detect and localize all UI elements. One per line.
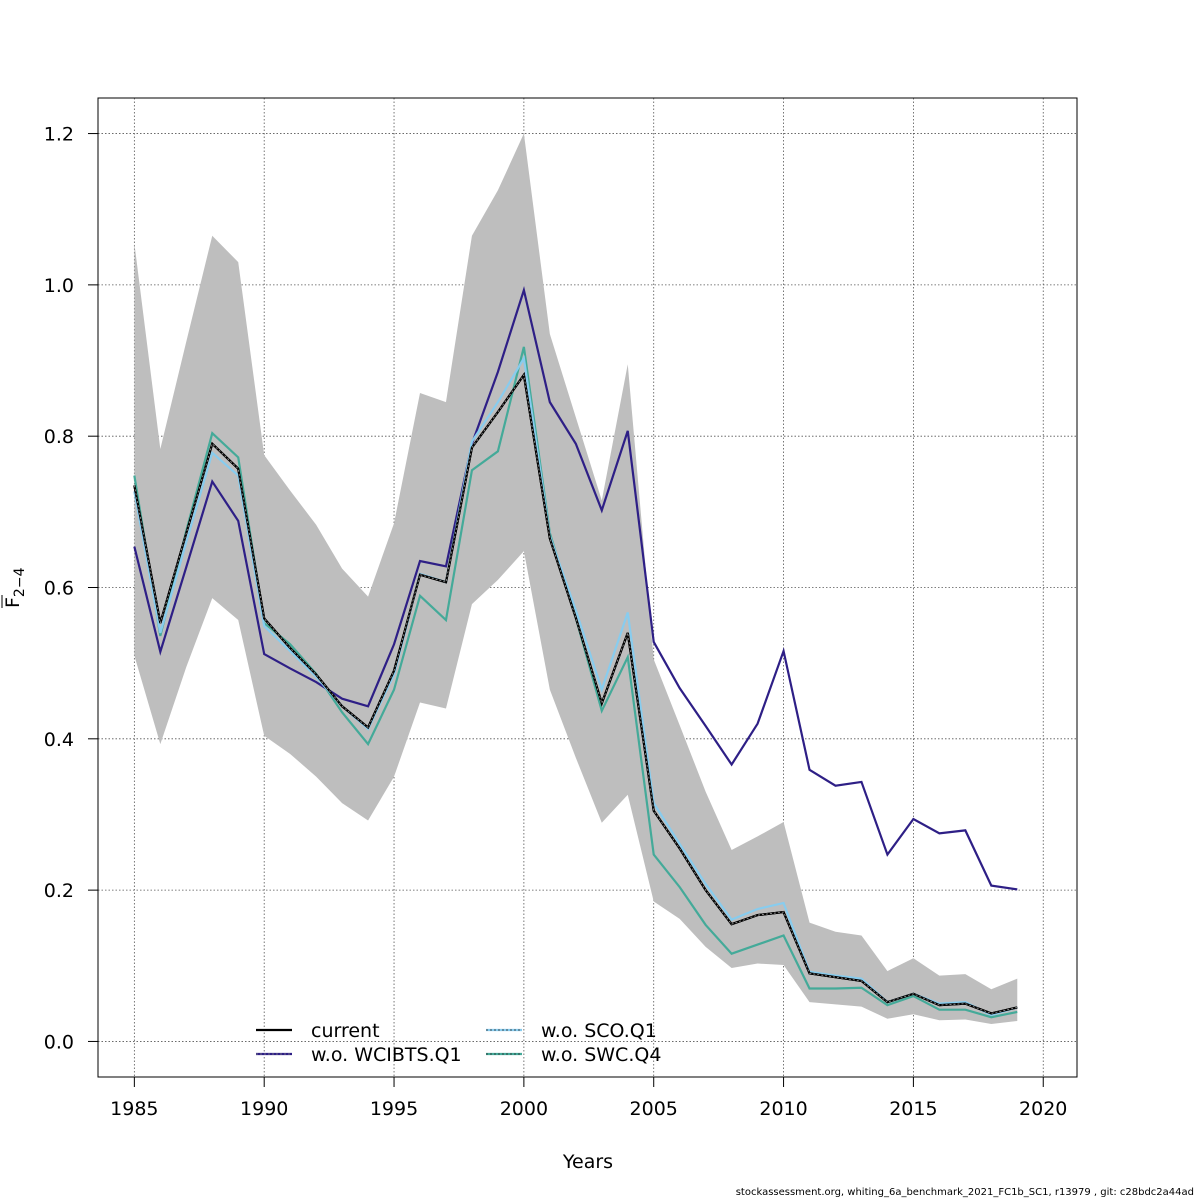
legend-item: w.o. SWC.Q4 xyxy=(486,1044,661,1066)
y-tick-label: 0.8 xyxy=(44,426,74,448)
y-tick-label: 0.4 xyxy=(44,729,74,751)
y-axis-title-main: F xyxy=(2,597,24,608)
y-tick-label: 0.0 xyxy=(44,1031,74,1053)
series-layer xyxy=(133,286,1018,1019)
x-tick-label: 2010 xyxy=(759,1098,807,1120)
y-axis-title: F2−4 xyxy=(1,567,28,608)
legend-label: current xyxy=(311,1020,380,1042)
legend-item: w.o. SCO.Q1 xyxy=(486,1020,657,1042)
y-axis: 0.0 0.2 0.4 0.6 0.8 1.0 1.2 xyxy=(44,124,98,1053)
confidence-band-layer xyxy=(134,133,1018,1025)
y-tick-label: 1.0 xyxy=(44,275,74,297)
x-tick-label: 2020 xyxy=(1019,1098,1067,1120)
x-tick-label: 2005 xyxy=(630,1098,678,1120)
y-axis-title-sub: 2−4 xyxy=(12,567,28,597)
y-tick-label: 0.6 xyxy=(44,578,74,600)
legend-label: w.o. SCO.Q1 xyxy=(541,1020,657,1042)
legend-label: w.o. WCIBTS.Q1 xyxy=(311,1044,462,1066)
y-tick-label: 1.2 xyxy=(44,124,74,146)
x-tick-label: 1985 xyxy=(110,1098,158,1120)
x-axis: 1985 1990 1995 2000 2005 2010 2015 2020 xyxy=(110,1077,1067,1120)
x-axis-title: Years xyxy=(562,1151,613,1173)
x-tick-label: 1995 xyxy=(370,1098,418,1120)
x-tick-label: 1990 xyxy=(240,1098,288,1120)
y-tick-label: 0.2 xyxy=(44,880,74,902)
series-line-w-o-wcibts-q1 xyxy=(133,286,1018,891)
legend-item: current xyxy=(256,1020,380,1042)
x-tick-label: 2015 xyxy=(889,1098,937,1120)
legend-item: w.o. WCIBTS.Q1 xyxy=(256,1044,462,1066)
x-tick-label: 2000 xyxy=(500,1098,548,1120)
confidence-band xyxy=(134,133,1018,1025)
legend-label: w.o. SWC.Q4 xyxy=(541,1044,661,1066)
svg-text:F2−4: F2−4 xyxy=(2,567,28,608)
series-line-w-o-sco-q1 xyxy=(133,355,1018,1017)
series-line-current-highlight xyxy=(133,373,1018,1014)
footer-credit: stockassessment.org, whiting_6a_benchmar… xyxy=(735,1187,1194,1198)
